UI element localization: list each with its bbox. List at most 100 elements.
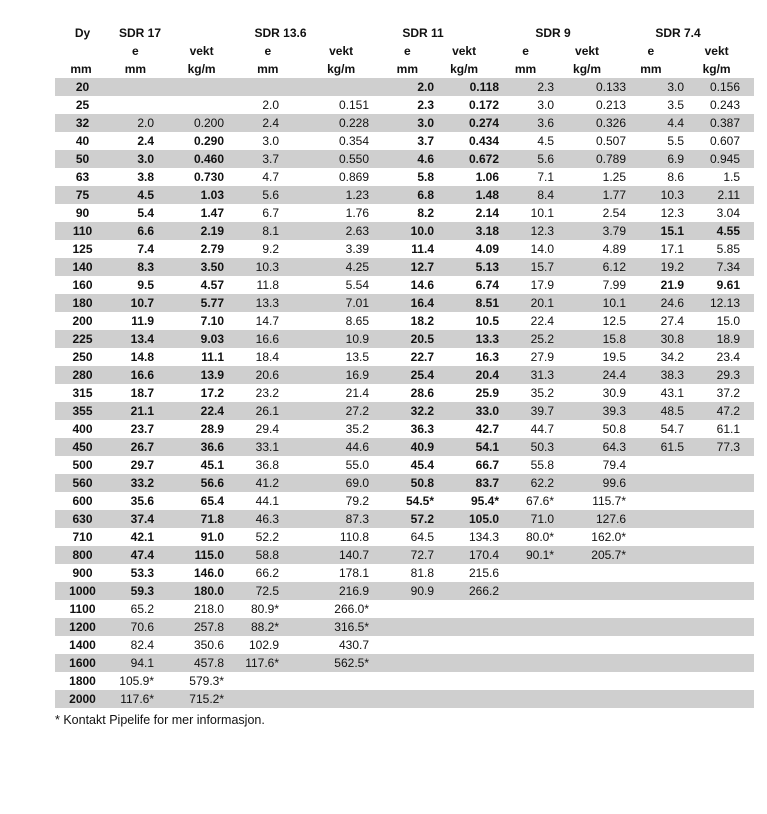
value-cell: 162.0* — [591, 530, 626, 544]
value-cell: 4.7 — [262, 170, 279, 184]
value-cell: 0.228 — [338, 116, 369, 130]
value-cell: 12.7 — [410, 260, 434, 274]
value-cell: 79.2 — [345, 494, 369, 508]
sdr74-header: SDR 7.4 — [655, 26, 701, 40]
value-cell: 6.6 — [137, 224, 154, 238]
value-cell: 266.2 — [468, 584, 499, 598]
value-cell: 1.77 — [602, 188, 626, 202]
dy-cell: 50 — [75, 152, 90, 166]
value-cell: 8.51 — [475, 296, 499, 310]
value-cell: 50.8 — [410, 476, 434, 490]
value-cell: 11.9 — [131, 314, 154, 328]
value-cell: 105.0 — [468, 512, 499, 526]
value-cell: 9.03 — [200, 332, 224, 346]
value-cell: 13.5 — [345, 350, 369, 364]
value-cell: 4.57 — [200, 278, 224, 292]
value-cell: 5.6 — [537, 152, 554, 166]
value-cell: 0.869 — [338, 170, 369, 184]
dy-cell: 200 — [72, 314, 93, 328]
value-cell: 1.5 — [723, 170, 740, 184]
value-cell: 9.2 — [262, 242, 279, 256]
value-cell: 50.8 — [602, 422, 626, 436]
value-cell: 15.7 — [530, 260, 554, 274]
value-cell: 23.7 — [130, 422, 154, 436]
sdr17-e: e — [132, 44, 139, 58]
dy-cell: 900 — [72, 566, 93, 580]
value-cell: 5.5 — [667, 134, 684, 148]
value-cell: 11.1 — [201, 350, 224, 364]
dy-cell: 1000 — [69, 584, 96, 598]
dy-cell: 1100 — [69, 602, 96, 616]
dy-cell: 1200 — [69, 620, 96, 634]
dy-cell: 180 — [72, 296, 93, 310]
value-cell: 43.1 — [660, 386, 684, 400]
value-cell: 16.6 — [130, 368, 154, 382]
value-cell: 579.3* — [189, 674, 224, 688]
table-row: 160 9.5 4.57 11.8 5.54 14.6 6.74 17.9 7.99 21.9 9.… — [55, 276, 754, 294]
table-row: 1100 65.2 218.0 80.9* 266.0* — [55, 600, 754, 618]
value-cell: 4.6 — [417, 152, 434, 166]
table-row: 110 6.6 2.19 8.1 2.63 10.0 3.18 12.3 3.79 15.1 4.5… — [55, 222, 754, 240]
value-cell: 0.200 — [193, 116, 224, 130]
value-cell: 35.6 — [130, 494, 154, 508]
dy-cell: 225 — [72, 332, 93, 346]
value-cell: 42.7 — [475, 422, 499, 436]
value-cell: 72.7 — [410, 548, 434, 562]
unit-sdr9-e: mm — [514, 62, 537, 76]
value-cell: 21.4 — [345, 386, 369, 400]
value-cell: 5.6 — [262, 188, 279, 202]
table-row: 400 23.7 28.9 29.4 35.2 36.3 42.7 44.7 50.8 54.7 6… — [55, 420, 754, 438]
table-row: 710 42.1 91.0 52.2 110.8 64.5 134.3 80.0* 162.0* — [55, 528, 754, 546]
value-cell: 25.4 — [410, 368, 434, 382]
value-cell: 36.3 — [410, 422, 434, 436]
table-row: 630 37.4 71.8 46.3 87.3 57.2 105.0 71.0 127.6 — [55, 510, 754, 528]
unit-sdr136-e: mm — [257, 62, 279, 76]
value-cell: 20.4 — [475, 368, 499, 382]
value-cell: 36.6 — [200, 440, 224, 454]
unit-sdr136-vekt: kg/m — [327, 62, 356, 76]
value-cell: 215.6 — [468, 566, 499, 580]
value-cell: 12.3 — [530, 224, 554, 238]
sdr74-e: e — [647, 44, 655, 58]
sdr11-vekt: vekt — [452, 44, 477, 58]
value-cell: 39.7 — [530, 404, 554, 418]
dy-cell: 20 — [75, 80, 90, 94]
value-cell: 3.0 — [667, 80, 684, 94]
value-cell: 15.0 — [716, 314, 740, 328]
value-cell: 47.4 — [130, 548, 154, 562]
value-cell: 0.945 — [709, 152, 740, 166]
value-cell: 54.7 — [660, 422, 684, 436]
value-cell: 7.10 — [200, 314, 224, 328]
value-cell: 33.2 — [130, 476, 154, 490]
dy-cell: 355 — [72, 404, 93, 418]
value-cell: 12.3 — [660, 206, 684, 220]
value-cell: 17.9 — [530, 278, 554, 292]
value-cell: 12.13 — [709, 296, 740, 310]
value-cell: 14.6 — [410, 278, 434, 292]
value-cell: 10.7 — [130, 296, 154, 310]
table-row: 1800 105.9* 579.3* — [55, 672, 754, 690]
value-cell: 10.3 — [660, 188, 684, 202]
dy-cell: 500 — [72, 458, 93, 472]
value-cell: 0.243 — [709, 98, 740, 112]
value-cell: 12.5 — [602, 314, 626, 328]
table-row: 40 2.4 0.290 3.0 0.354 3.7 0.434 4.5 0.507 5.5 0.6… — [55, 132, 754, 150]
value-cell: 16.6 — [255, 332, 279, 346]
value-cell: 20.5 — [410, 332, 434, 346]
value-cell: 64.3 — [602, 440, 626, 454]
value-cell: 110.8 — [339, 530, 369, 544]
value-cell: 117.6* — [245, 656, 279, 670]
value-cell: 33.1 — [255, 440, 279, 454]
value-cell: 316.5* — [334, 620, 369, 634]
value-cell: 2.63 — [345, 224, 369, 238]
value-cell: 65.2 — [130, 602, 154, 616]
value-cell: 91.0 — [200, 530, 224, 544]
table-row: 75 4.5 1.03 5.6 1.23 6.8 1.48 8.4 1.77 10.3 2.11 — [55, 186, 754, 204]
dy-cell: 1400 — [69, 638, 96, 652]
unit-sdr74-vekt: kg/m — [702, 62, 731, 76]
value-cell: 7.34 — [716, 260, 740, 274]
value-cell: 21.9 — [660, 278, 684, 292]
value-cell: 22.4 — [200, 404, 224, 418]
value-cell: 72.5 — [255, 584, 279, 598]
value-cell: 15.1 — [660, 224, 684, 238]
